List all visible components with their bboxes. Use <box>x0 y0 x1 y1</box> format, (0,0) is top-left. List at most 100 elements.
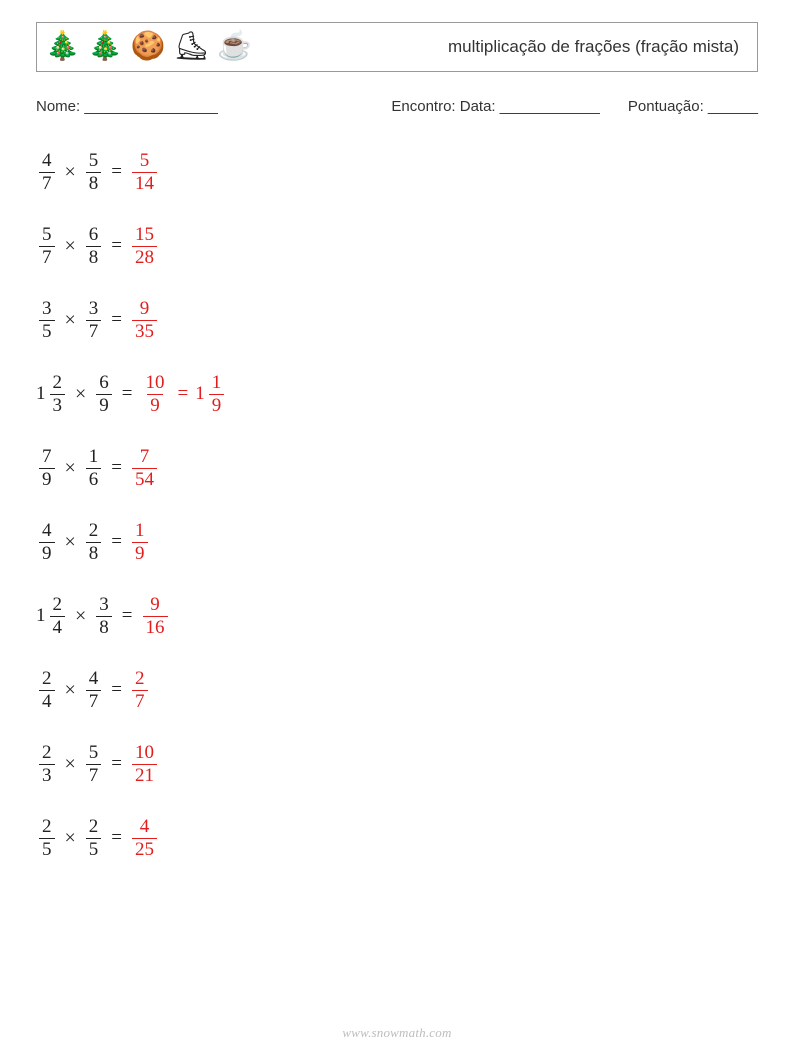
times-operator: × <box>65 161 76 184</box>
worksheet-title: multiplicação de frações (fração mista) <box>448 37 739 57</box>
worksheet-page: 🎄 🎄 🍪 ⛸ ☕ multiplicação de frações (fraç… <box>0 0 794 929</box>
denominator: 3 <box>39 764 55 786</box>
numerator: 15 <box>132 225 157 246</box>
fraction: 916 <box>143 595 168 638</box>
fraction: 24 <box>50 595 66 638</box>
header-icons: 🎄 🎄 🍪 ⛸ ☕ <box>45 33 252 61</box>
numerator: 2 <box>39 817 55 838</box>
fraction: 935 <box>132 299 157 342</box>
numerator: 9 <box>147 595 163 616</box>
cocoa-icon: ☕ <box>217 33 252 61</box>
fraction: 37 <box>86 299 102 342</box>
denominator: 6 <box>86 468 102 490</box>
denominator: 8 <box>86 542 102 564</box>
equals-sign: = <box>122 605 133 627</box>
denominator: 7 <box>86 690 102 712</box>
times-operator: × <box>65 531 76 554</box>
numerator: 5 <box>137 151 153 172</box>
fraction: 23 <box>50 373 66 416</box>
numerator: 10 <box>143 373 168 394</box>
times-operator: × <box>65 457 76 480</box>
fraction: 24 <box>39 669 55 712</box>
numerator: 7 <box>39 447 55 468</box>
denominator: 7 <box>39 172 55 194</box>
fraction: 79 <box>39 447 55 490</box>
fraction: 58 <box>86 151 102 194</box>
denominator: 8 <box>96 616 112 638</box>
denominator: 9 <box>39 468 55 490</box>
denominator: 7 <box>86 320 102 342</box>
skate-icon: ⛸ <box>174 33 210 61</box>
denominator: 5 <box>39 838 55 860</box>
denominator: 35 <box>132 320 157 342</box>
date-field: Encontro: Data: ____________ <box>391 98 600 115</box>
whole-number: 1 <box>36 605 46 627</box>
numerator: 3 <box>96 595 112 616</box>
equals-sign: = <box>111 679 122 701</box>
numerator: 1 <box>209 373 225 394</box>
fraction: 57 <box>39 225 55 268</box>
numerator: 2 <box>50 373 66 394</box>
denominator: 9 <box>96 394 112 416</box>
times-operator: × <box>75 383 86 406</box>
times-operator: × <box>75 605 86 628</box>
numerator: 2 <box>86 521 102 542</box>
fraction: 28 <box>86 521 102 564</box>
denominator: 5 <box>39 320 55 342</box>
numerator: 7 <box>137 447 153 468</box>
numerator: 4 <box>39 521 55 542</box>
times-operator: × <box>65 235 76 258</box>
fraction: 1021 <box>132 743 157 786</box>
fraction: 109 <box>143 373 168 416</box>
equals-sign: = <box>178 383 189 405</box>
problems-list: 47×58=51457×68=152835×37=935123×69=109=1… <box>36 149 758 861</box>
fraction: 23 <box>39 743 55 786</box>
fraction: 47 <box>39 151 55 194</box>
fraction: 47 <box>86 669 102 712</box>
denominator: 3 <box>50 394 66 416</box>
numerator: 4 <box>137 817 153 838</box>
problem-row: 123×69=109=119 <box>36 371 758 417</box>
denominator: 8 <box>86 246 102 268</box>
numerator: 6 <box>86 225 102 246</box>
fraction: 27 <box>132 669 148 712</box>
denominator: 25 <box>132 838 157 860</box>
fraction: 49 <box>39 521 55 564</box>
problem-row: 57 × 68 = 1528 <box>36 223 758 269</box>
fraction: 38 <box>96 595 112 638</box>
fraction: 35 <box>39 299 55 342</box>
equals-sign: = <box>111 235 122 257</box>
equals-sign: = <box>111 161 122 183</box>
numerator: 4 <box>39 151 55 172</box>
problem-row: 47×58=514 <box>36 149 758 195</box>
times-operator: × <box>65 827 76 850</box>
denominator: 9 <box>209 394 225 416</box>
denominator: 9 <box>132 542 148 564</box>
denominator: 4 <box>50 616 66 638</box>
fraction: 25 <box>39 817 55 860</box>
equals-sign: = <box>111 827 122 849</box>
equals-sign: = <box>122 383 133 405</box>
name-field: Nome: ________________ <box>36 98 218 115</box>
fraction: 1528 <box>132 225 157 268</box>
holly-icon: 🎄 <box>88 33 123 61</box>
numerator: 2 <box>86 817 102 838</box>
numerator: 10 <box>132 743 157 764</box>
times-operator: × <box>65 309 76 332</box>
denominator: 7 <box>132 690 148 712</box>
numerator: 1 <box>86 447 102 468</box>
equals-sign: = <box>111 753 122 775</box>
cookies-icon: 🍪 <box>131 33 166 61</box>
fraction: 57 <box>86 743 102 786</box>
numerator: 5 <box>86 151 102 172</box>
problem-row: 25×25=425 <box>36 815 758 861</box>
fraction: 19 <box>132 521 148 564</box>
info-row: Nome: ________________ Encontro: Data: _… <box>36 98 758 115</box>
problem-row: 23×57=1021 <box>36 741 758 787</box>
header-box: 🎄 🎄 🍪 ⛸ ☕ multiplicação de frações (fraç… <box>36 22 758 72</box>
problem-row: 79×16=754 <box>36 445 758 491</box>
denominator: 14 <box>132 172 157 194</box>
problem-row: 49×28=19 <box>36 519 758 565</box>
fraction: 754 <box>132 447 157 490</box>
numerator: 3 <box>86 299 102 320</box>
